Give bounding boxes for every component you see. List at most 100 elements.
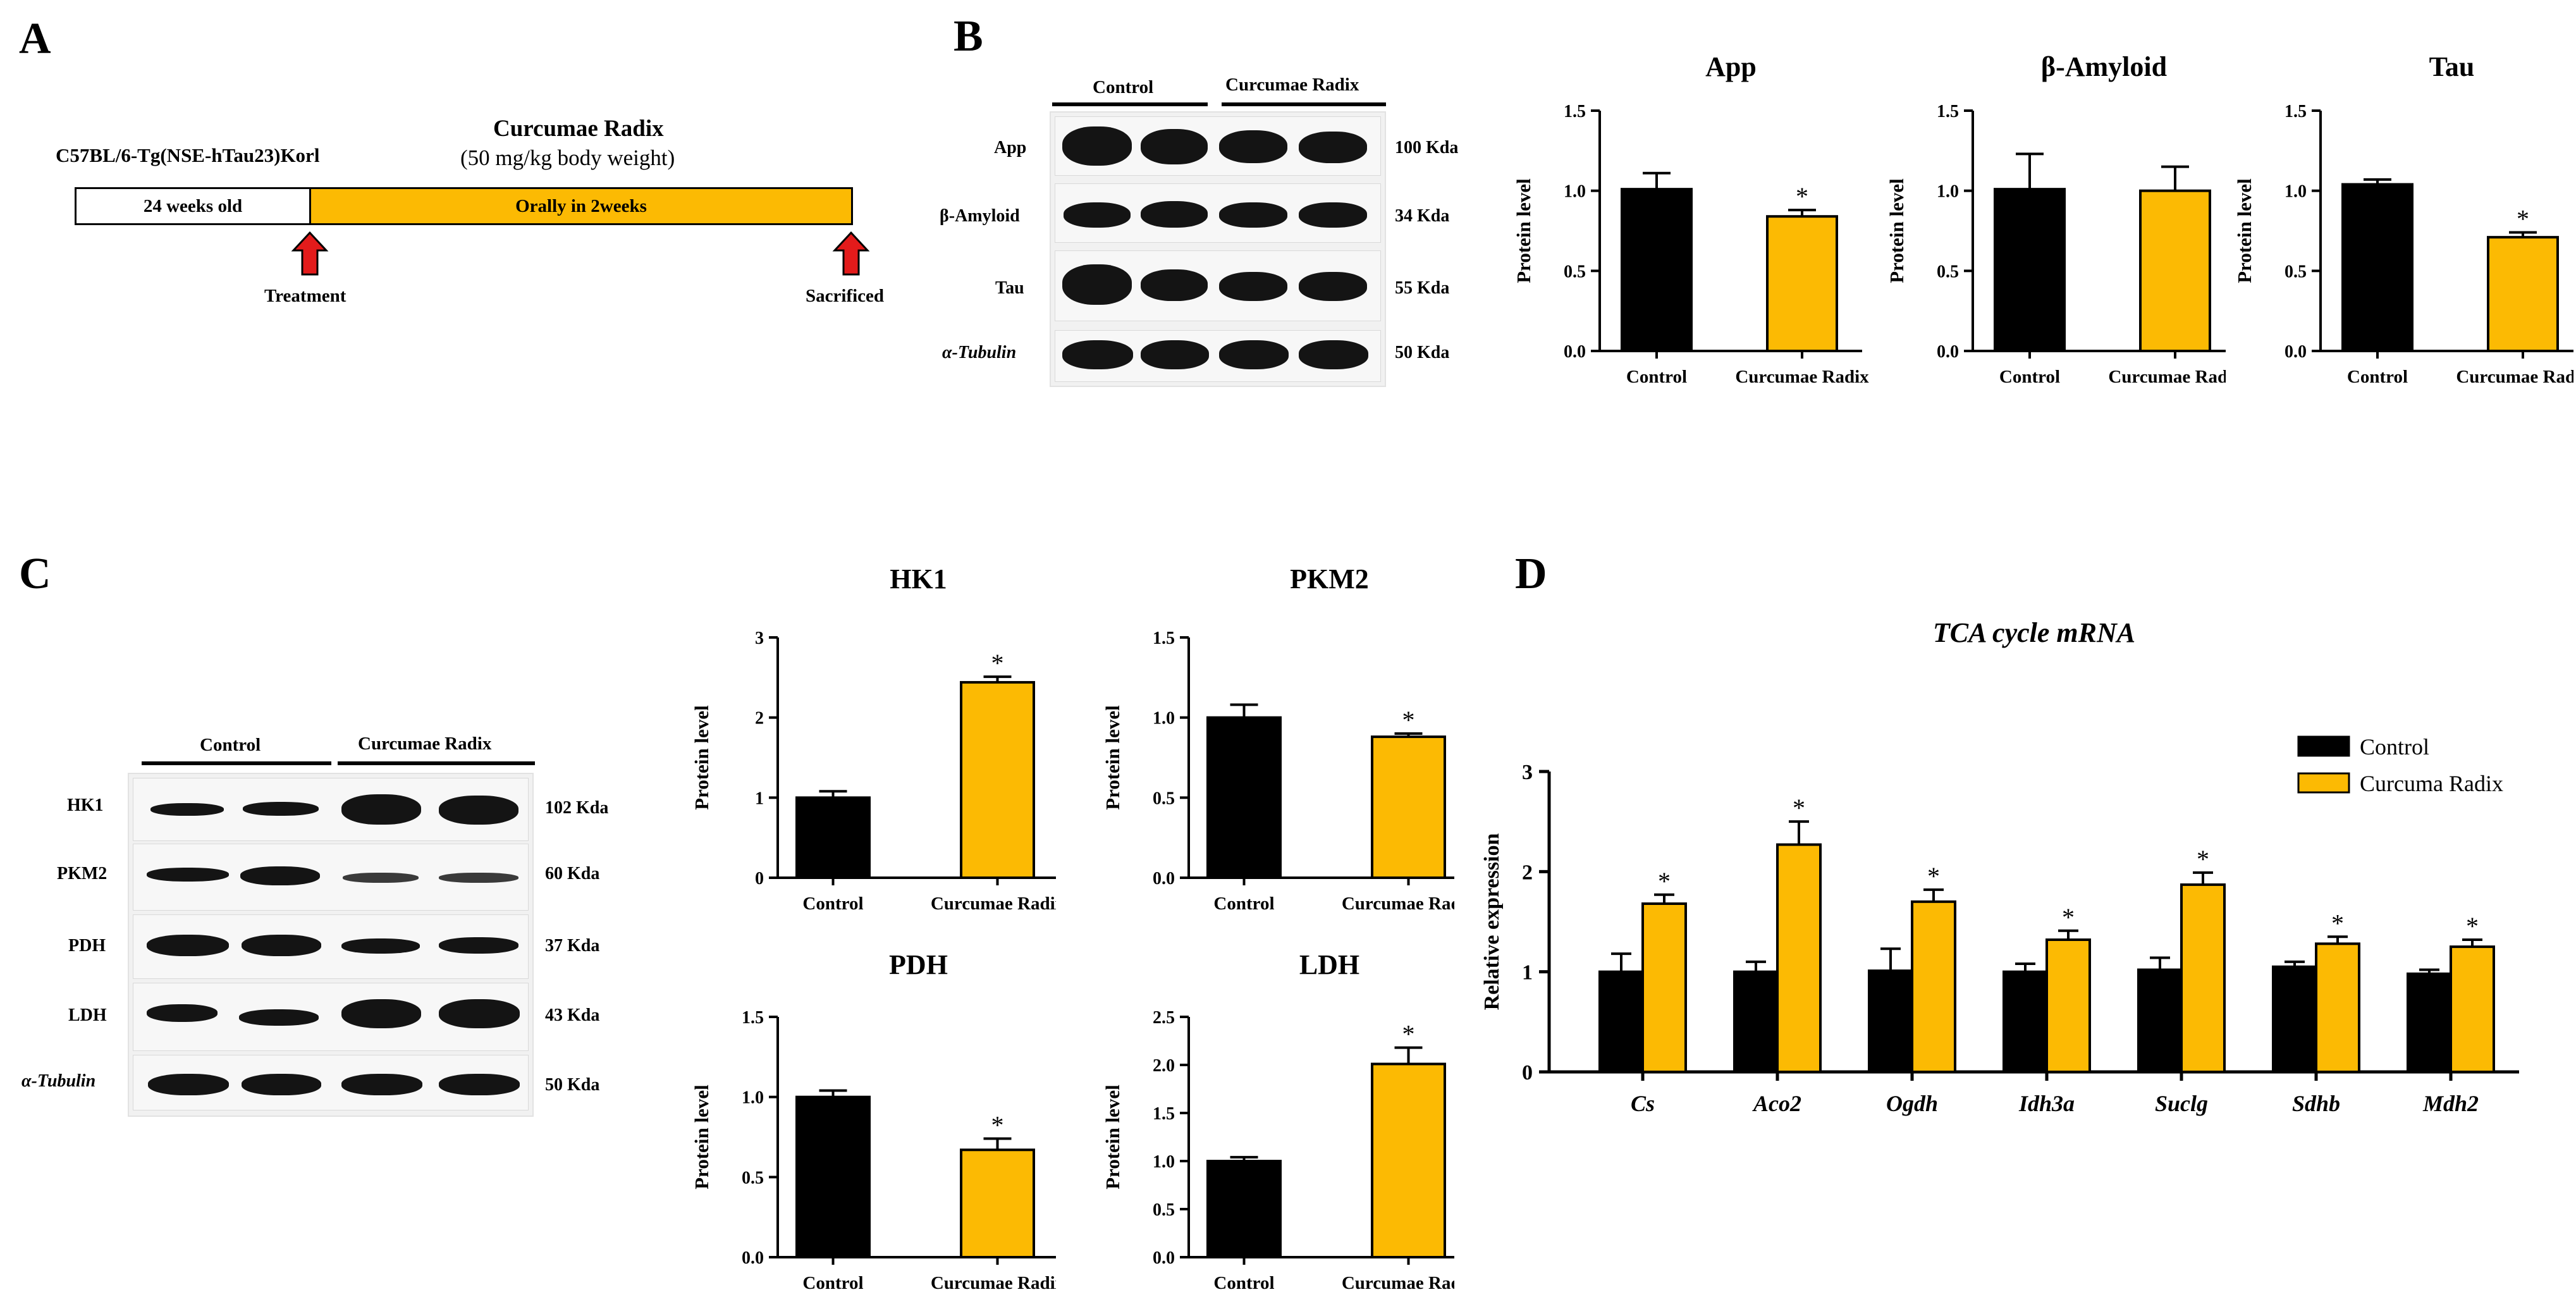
x-tick-label: Ogdh [1886,1091,1938,1116]
y-tick-label: 0 [1522,1061,1533,1085]
y-tick-label: 0.0 [1564,342,1586,362]
y-tick-label: 0 [755,869,764,889]
bar [1621,188,1693,352]
bar [1371,1062,1446,1258]
x-tick-label: Curcumae Radix [2108,367,2226,387]
chart-title: LDH [1299,949,1359,980]
significance-marker: * [1927,862,1940,890]
drug-title: Curcumae Radix [493,116,664,142]
y-tick-label: 0.5 [1153,1200,1175,1220]
y-tick-label: 1.0 [2285,182,2307,202]
chart-title: β-Amyloid [2041,51,2167,82]
y-tick-label: 0.5 [742,1168,764,1188]
blotC-size-label: 102 Kda [545,798,609,818]
chart-title: Tau [2429,51,2475,82]
hk1-chart: HK1 Protein level 0 1 2 3 Control * Curcumae Rad… [690,563,1056,914]
x-tick-label: Control [2347,367,2408,387]
significance-marker: * [991,649,1004,677]
sacrificed-arrow-icon [832,231,870,276]
treatment-arrow-icon [291,231,329,276]
y-tick-label: 3 [755,629,764,648]
blotB-size-label: 50 Kda [1395,343,1450,362]
chart-title: App [1705,51,1757,82]
blotB-row-label: App [994,138,1027,157]
pdh-chart: PDH Protein level 0.0 0.5 1.0 1.5 Control * Curc… [690,949,1056,1293]
y-tick-label: 2 [755,709,764,729]
blotC-group-treated: Curcumae Radix [358,734,492,754]
y-tick-label: 0.5 [2285,262,2307,281]
panel-a-letter: A [19,15,51,63]
oral-label: Orally in 2weeks [515,195,647,216]
y-tick-label: 1.5 [1937,102,1959,121]
y-tick-label: 3 [1522,761,1533,784]
y-tick-label: 0.5 [1153,789,1175,808]
bar [2137,968,2183,1073]
y-axis-label: Protein level [2233,178,2255,283]
y-tick-label: 1.0 [1564,182,1586,202]
y-tick-label: 1 [1522,961,1533,985]
bar [1733,970,1779,1074]
x-tick-label: Idh3a [2018,1091,2075,1116]
bar [1766,215,1838,353]
x-tick-label: Control [1213,894,1274,914]
y-tick-label: 0.5 [1937,262,1959,281]
bar [2272,965,2317,1073]
significance-marker: * [2331,909,2344,937]
x-tick-label: Curcumae Radix [2456,367,2573,387]
x-tick-label: Curcumae Radix [931,894,1056,914]
x-tick-label: Control [1626,367,1687,387]
tau-chart: Tau Protein level 0.0 0.5 1.0 1.5 Control * Curc… [2233,51,2573,387]
blotC-row-label: PDH [68,936,106,956]
x-tick-label: Curcumae Radix [1342,894,1454,914]
bar [960,680,1035,880]
bar [1994,188,2066,352]
tca-cycle-chart: TCA cycle mRNA Relative expression 0 1 2 3 * Cs… [1480,617,2519,1116]
blotB-size-label: 55 Kda [1395,278,1450,298]
x-tick-label: Curcumae Radix [931,1273,1056,1293]
blotC-size-label: 50 Kda [545,1075,600,1095]
dose-label: (50 mg/kg body weight) [460,145,675,170]
blotB-image [1050,111,1386,387]
y-tick-label: 0.0 [2285,342,2307,362]
bar [1206,716,1282,879]
bar [1911,900,1956,1073]
y-tick-label: 0.0 [742,1248,764,1268]
age-label: 24 weeks old [143,195,243,216]
significance-marker: * [991,1111,1004,1140]
beta-amyloid-chart: β-Amyloid Protein level 0.0 0.5 1.0 1.5 Contro… [1886,51,2226,387]
panel-d-letter: D [1515,550,1547,598]
blotB-control-line [1052,102,1208,106]
bar [2487,236,2559,352]
significance-marker: * [1402,1020,1415,1048]
bar [795,1095,871,1258]
bar [1641,902,1687,1073]
significance-marker: * [2197,845,2209,873]
bar [1371,735,1446,880]
legend-label: Control [2360,734,2429,759]
timeline-age-box: 24 weeks old [75,187,311,225]
y-tick-label: 1 [755,789,764,808]
bar [2180,883,2226,1073]
chart-title: HK1 [890,563,947,594]
bar [2341,183,2413,353]
x-tick-label: Control [1213,1273,1274,1293]
blotB-row-label: α-Tubulin [942,343,1017,362]
strain-label: C57BL/6-Tg(NSE-hTau23)Korl [56,144,320,166]
blotC-row-label: LDH [68,1005,107,1025]
blotC-row-label: HK1 [67,796,104,815]
significance-marker: * [2062,903,2075,932]
sacrificed-label: Sacrificed [806,286,885,306]
blotB-row-label: β-Amyloid [940,206,1020,226]
y-axis-label: Protein level [1101,1085,1124,1190]
y-tick-label: 1.5 [2285,102,2307,121]
bar [1206,1160,1282,1258]
bar [2045,938,2091,1073]
y-tick-label: 1.5 [1153,1104,1175,1124]
app-chart: App Protein level 0.0 0.5 1.0 1.5 Control * Curc… [1512,51,1869,387]
x-tick-label: Curcumae Radix [1735,367,1869,387]
significance-marker: * [1796,182,1808,211]
y-axis-label: Protein level [690,1085,713,1190]
y-axis-label: Protein level [690,705,713,810]
y-axis-label: Relative expression [1480,833,1504,1010]
y-tick-label: 1.0 [1937,182,1959,202]
